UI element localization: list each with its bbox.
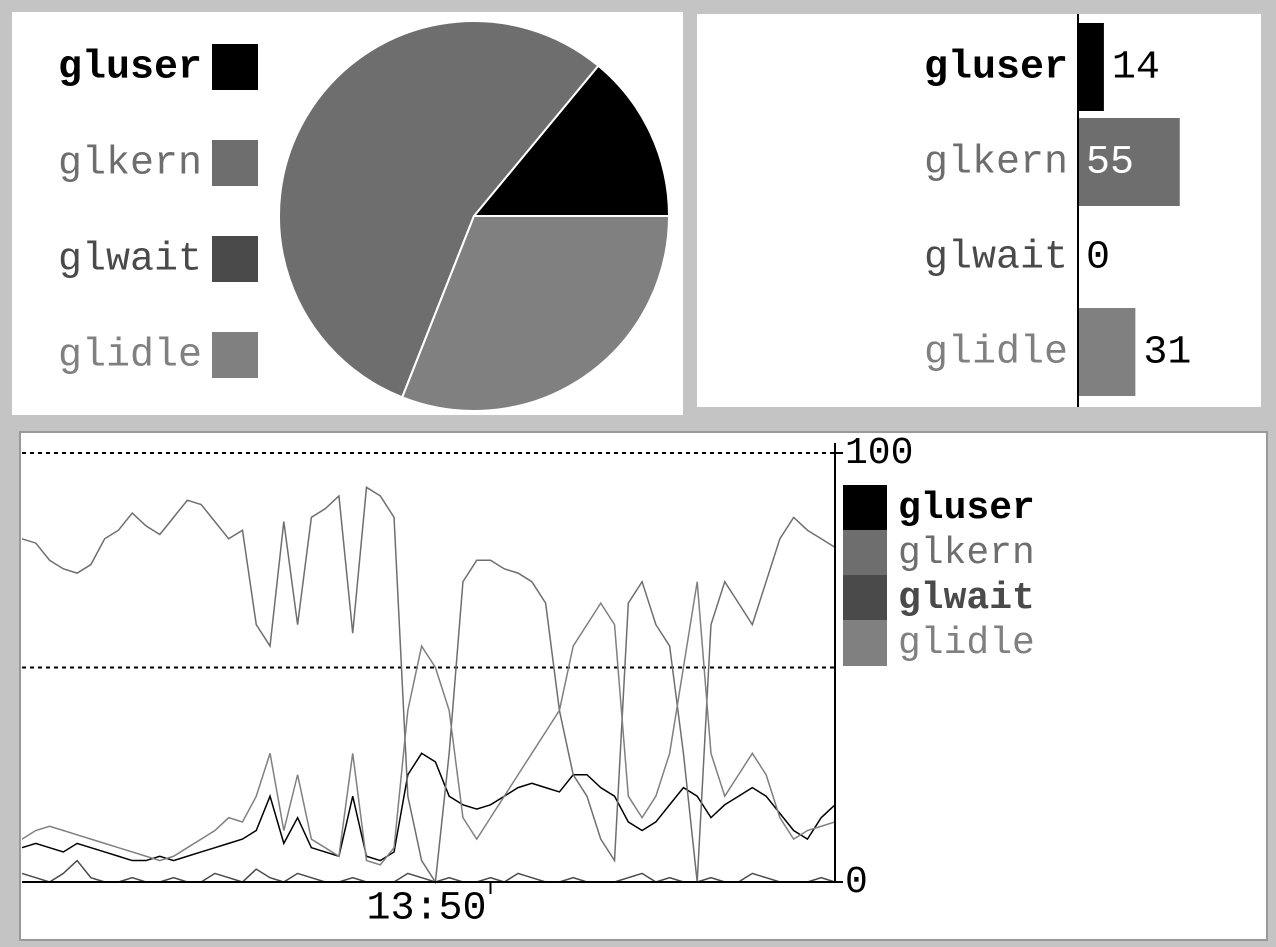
pie-slice (278, 20, 600, 399)
legend-label: glidle (898, 622, 1035, 665)
bar (1078, 118, 1180, 206)
bar-label: glidle (924, 331, 1068, 376)
line-panel (19, 431, 1268, 941)
bar-value: 55 (1086, 141, 1134, 186)
y-tick-label: 0 (845, 861, 868, 904)
pie-slice (471, 64, 671, 217)
legend-label: glwait (58, 238, 202, 283)
bar-value: 0 (1086, 236, 1110, 281)
legend-label: glidle (58, 334, 202, 379)
bar-value: 14 (1112, 46, 1160, 91)
legend-swatch (212, 44, 258, 90)
x-tick-label: 13:50 (366, 887, 486, 932)
legend-swatch (212, 140, 258, 186)
legend-swatch (843, 620, 887, 666)
legend-swatch (843, 575, 887, 621)
bar-label: glkern (924, 141, 1068, 186)
line-series (21, 486, 836, 885)
bar-value: 31 (1143, 331, 1191, 376)
line-series (21, 752, 836, 862)
legend-swatch (212, 236, 258, 282)
bar-label: glwait (924, 236, 1068, 281)
legend-label: glkern (898, 532, 1035, 575)
legend-label: glwait (898, 577, 1035, 620)
legend-swatch (843, 530, 887, 576)
bar (1078, 308, 1136, 396)
pie-slice (400, 215, 671, 412)
bar-panel (697, 14, 1261, 407)
legend-label: gluser (58, 46, 202, 91)
y-tick-label: 100 (845, 432, 913, 475)
legend-label: gluser (898, 487, 1035, 530)
line-series (21, 581, 836, 866)
legend-label: glkern (58, 142, 202, 187)
legend-swatch (212, 332, 258, 378)
bar-label: gluser (924, 46, 1068, 91)
bar (1078, 23, 1104, 111)
legend-swatch (843, 485, 887, 531)
